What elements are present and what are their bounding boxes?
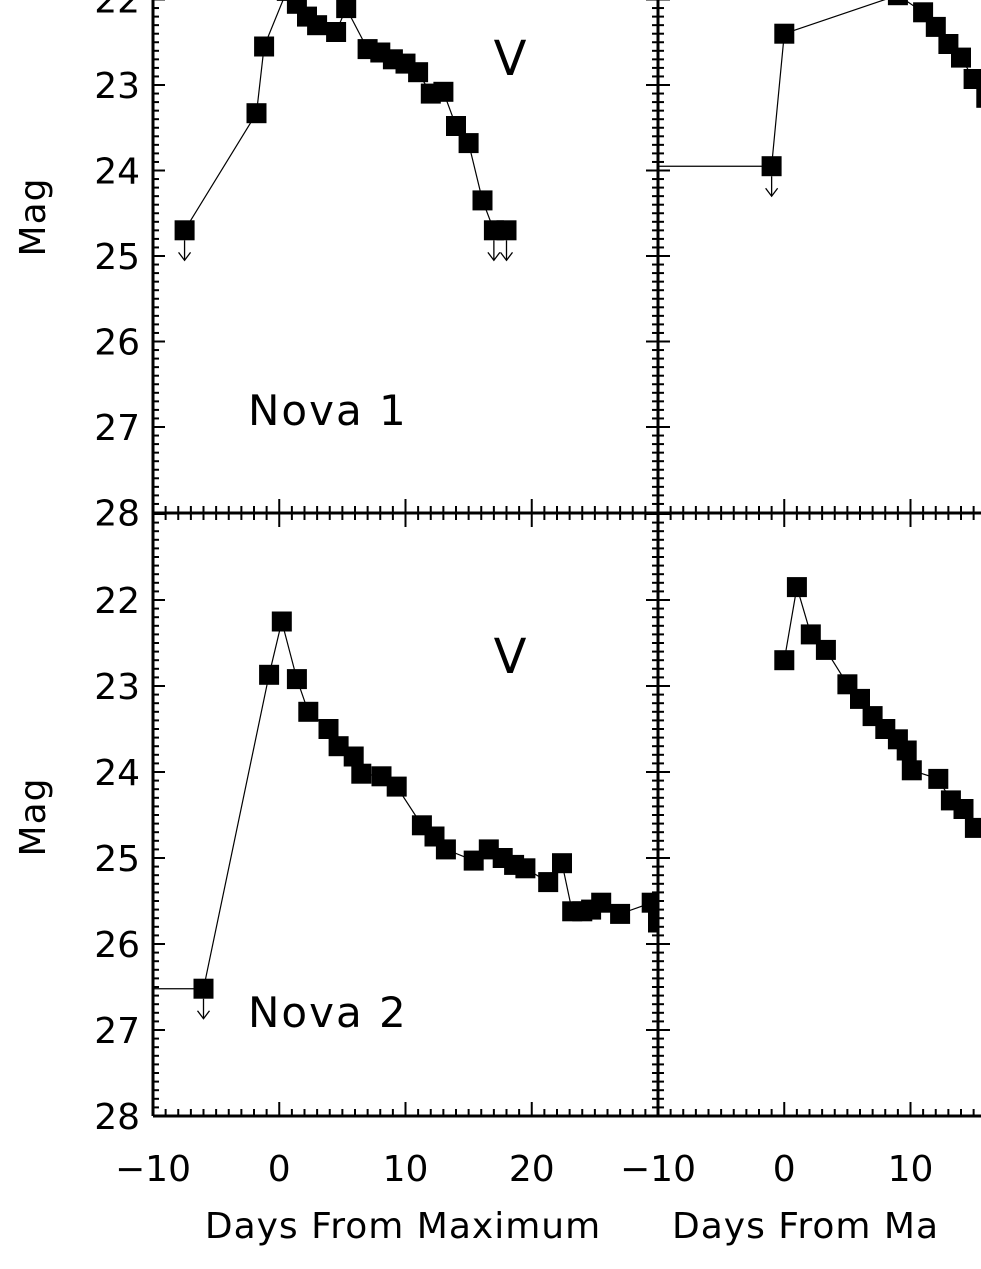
data-point [963,69,981,89]
y-tick-label: 23 [94,66,140,107]
data-point [815,639,836,660]
data-point [193,978,214,999]
data-point [887,0,908,6]
data-point [326,22,347,42]
axis-ticks [152,0,975,1117]
y-tick-label: 26 [94,925,140,966]
data-point [515,858,536,879]
data-point [964,817,981,838]
data-point [538,872,559,893]
x-tick-label: −10 [115,1149,191,1190]
data-point [435,839,456,860]
data-point [896,740,917,761]
y-tick-label: 27 [94,1011,140,1052]
upper-limit-arrow-head [178,251,192,262]
panel-label-nova-1: Nova 1 [248,386,408,435]
data-point [254,36,275,57]
data-point [433,81,454,102]
data-point [610,903,631,924]
data-point [174,220,195,241]
data-point [951,47,971,68]
y-tick-label: 22 [94,581,140,622]
x-tick-labels: −10 0 10 20 −10 0 10 [115,1149,933,1190]
y-tick-label: 24 [94,152,140,193]
data-point [246,103,267,124]
series-nova-1-v [174,0,517,262]
x-tick-label: 0 [268,1149,291,1190]
y-tick-label: 27 [94,408,140,449]
band-label-top-left: V [494,31,527,87]
data-point [298,701,319,722]
y-tick-label: 28 [94,1097,140,1138]
x-tick-label: 10 [383,1149,429,1190]
data-point [901,760,922,781]
series-nova-2-v [153,611,658,1020]
data-point [463,850,484,871]
band-label-bottom-left: V [494,629,527,685]
x-tick-label: 0 [773,1149,796,1190]
data-point [351,763,372,784]
data-point [259,664,280,685]
data-point [648,912,658,933]
panel-label-nova-2: Nova 2 [248,988,408,1037]
data-point [307,15,328,36]
series-bottom-right [774,577,981,838]
y-tick-label: 23 [94,667,140,708]
y-tick-label: 25 [94,237,140,278]
data-point [343,746,364,767]
data-point [386,776,407,797]
y-tick-label: 24 [94,753,140,794]
y-tick-label: 26 [94,323,140,364]
upper-limit-arrow-head [765,187,779,198]
data-point [446,116,466,136]
data-point [774,650,795,671]
x-axis-title-left: Days From Maximum [205,1206,601,1247]
y-tick-labels-bottom: 22 23 24 25 26 27 28 [94,581,140,1138]
x-axis-title-right: Days From Ma [672,1206,939,1247]
data-point [328,736,349,757]
panel-frames [151,0,981,1118]
data-point [786,577,807,598]
data-point [591,892,612,913]
data-point [318,719,339,739]
data-point [271,611,292,632]
y-tick-label: 28 [94,494,140,535]
data-point [928,768,949,789]
data-point [925,16,946,37]
data-point [286,669,307,690]
data-point [800,624,821,645]
upper-limit-arrow-head [499,251,514,262]
series-line [771,0,981,167]
data-point [408,62,429,83]
data-point [371,766,392,787]
data-point [641,892,658,913]
x-tick-label: 10 [888,1149,934,1190]
series-top-right [658,0,981,198]
data-point [336,0,357,19]
data-point [276,0,297,1]
data-point [850,688,870,709]
y-tick-labels-top: 22 23 24 25 26 27 28 [94,0,140,535]
y-tick-label: 22 [94,0,140,22]
y-tick-label: 25 [94,839,140,880]
data-point [496,220,517,241]
y-axis-title-bottom: Mag [13,778,54,857]
upper-limit-arrow-head [196,1010,211,1020]
y-axis-title-top: Mag [13,178,54,257]
data-point [472,190,493,211]
upper-limit-arrow-head [487,251,501,262]
data-point [761,156,782,177]
data-point [458,133,479,154]
data-point [774,23,795,44]
data-point [953,799,974,819]
data-point [552,853,572,874]
x-tick-label: −10 [620,1149,696,1190]
data-point [976,87,981,108]
x-tick-label: 20 [509,1149,555,1190]
